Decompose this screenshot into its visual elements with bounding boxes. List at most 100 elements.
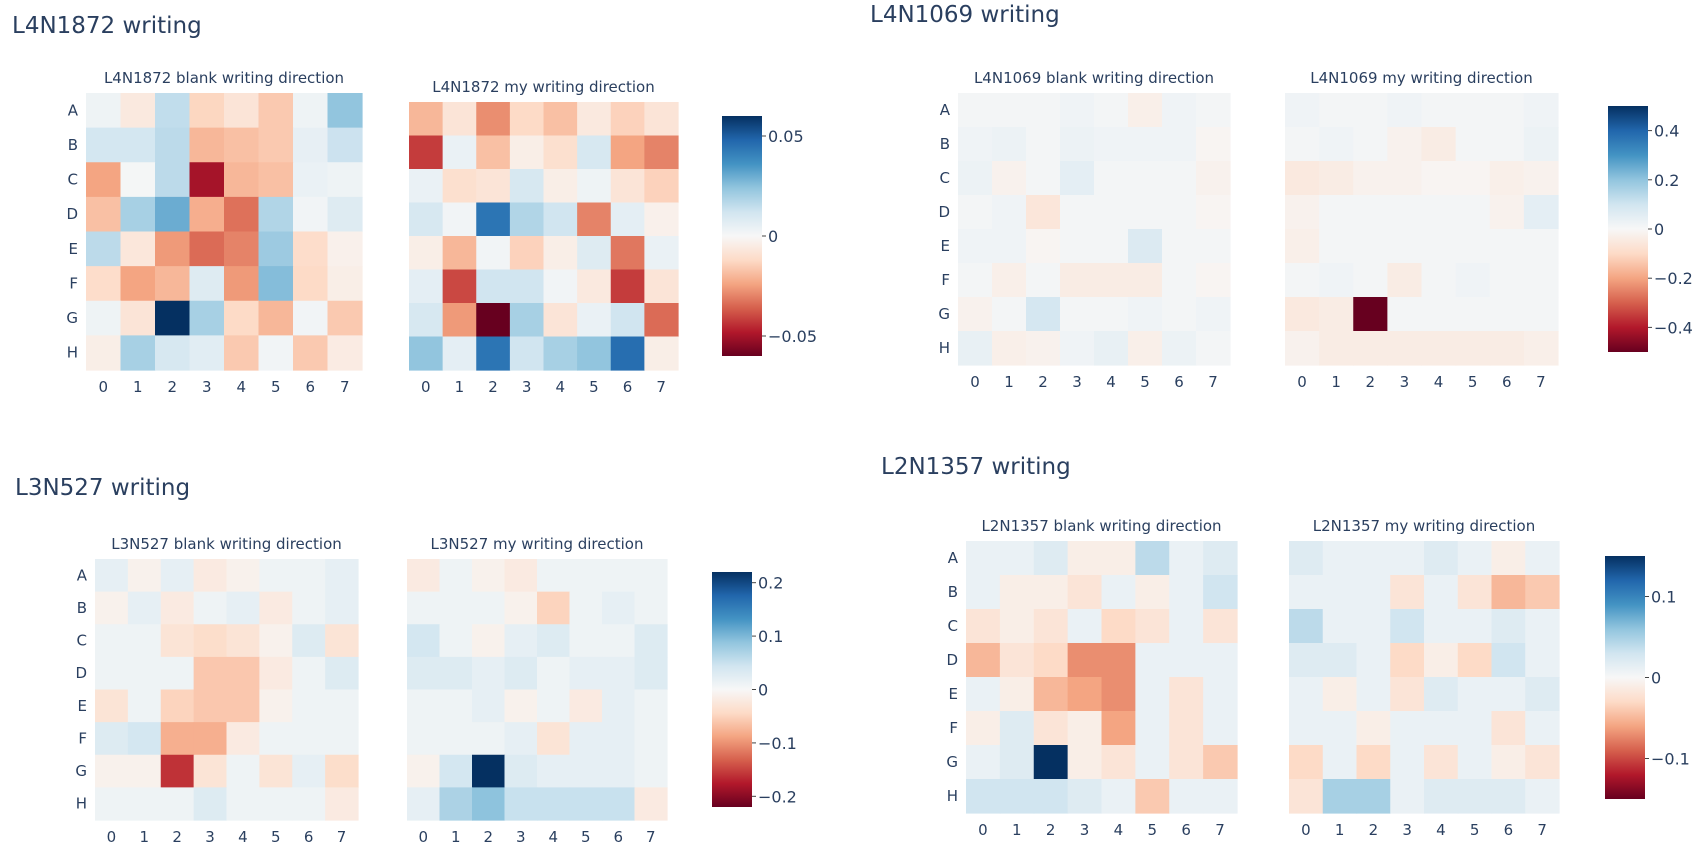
heatmap-cell-G1 [1322,745,1358,780]
heatmap-cell-A7 [1196,93,1231,128]
colorbar-tick-label: −0.1 [1651,750,1690,769]
heatmap-cell-E1 [120,231,156,267]
heatmap-cell-C1 [1319,161,1354,196]
heatmap-cell-D2 [1033,643,1069,678]
heatmap-cell-E7 [325,689,359,723]
heatmap-cell-C2 [1026,161,1061,196]
heatmap-cell-G4 [1101,745,1136,780]
heatmap-cell-E6 [1169,677,1204,712]
heatmap-cell-A6 [1491,541,1526,576]
heatmap-cell-E2 [1026,229,1061,264]
heatmap-cell-H6 [293,335,329,371]
heatmap-cell-G0 [95,754,129,788]
heatmap-cell-D2 [1356,643,1391,678]
heatmap-cell-D2 [1353,195,1388,230]
heatmap-cell-B6 [1169,575,1204,610]
heatmap-cell-F7 [634,722,668,756]
heatmap-cell-E2 [1353,229,1388,264]
row-tick-label: E [78,697,87,715]
heatmap-cell-G3 [189,300,225,336]
heatmap-cell-C5 [577,169,612,204]
heatmap-cell-F6 [1162,263,1197,298]
heatmap-cell-B1 [439,591,473,625]
row-tick-label: B [940,135,950,153]
heatmap-cell-E3 [1387,229,1423,264]
heatmap-cell-G3 [193,754,228,788]
heatmap-cell-A3 [509,102,545,137]
heatmap-cell-D3 [189,196,225,233]
heatmap-cell-C4 [1424,609,1459,644]
heatmap-cell-E4 [1101,677,1136,712]
colorbar-tick-label: −0.1 [758,734,797,753]
heatmap-cell-D4 [537,656,571,691]
heatmap-cell-C3 [1390,609,1425,644]
heatmap-cell-A5 [577,102,612,137]
heatmap-cell-A3 [1060,93,1095,128]
row-tick-label: H [76,795,87,813]
heatmap-cell-D4 [543,202,578,237]
heatmap-cell-G2 [155,300,191,336]
col-tick-label: 3 [522,378,532,396]
heatmap-cell-A1 [442,102,477,137]
heatmap-cell-F2 [1026,263,1061,298]
col-tick-label: 6 [623,378,633,396]
heatmap-cell-A0 [1285,93,1320,128]
row-tick-label: A [948,549,959,567]
heatmap-cell-G1 [127,754,162,788]
heatmap-cell-E4 [226,689,260,723]
heatmap-cell-B5 [259,591,293,625]
heatmap-cell-E2 [155,231,191,267]
row-tick-label: D [946,651,958,669]
heatmap-cell-D4 [1424,643,1459,678]
heatmap-cell-D7 [634,656,668,691]
heatmap-cell-G6 [1491,745,1526,780]
heatmap-cell-G4 [1424,745,1459,780]
panel-title: L4N1872 blank writing direction [104,69,344,87]
heatmap-cell-H6 [610,336,645,371]
heatmap-cell-A2 [1026,93,1061,128]
heatmap-cell-H6 [1162,331,1197,366]
col-tick-label: 2 [488,378,498,396]
row-tick-label: G [946,753,958,771]
heatmap-cell-E3 [193,689,228,723]
heatmap-cell-F3 [1387,263,1423,298]
heatmap-cell-F3 [504,722,538,756]
heatmap-cell-G0 [958,297,993,332]
heatmap-cell-E2 [476,236,511,271]
heatmap-cell-C6 [610,169,645,204]
heatmap-cell-E0 [86,231,122,267]
heatmap-cell-E1 [127,689,162,723]
heatmap-cell-A4 [1421,93,1457,128]
heatmap-cell-H5 [259,787,293,821]
heatmap-cell-H6 [602,787,636,821]
heatmap-cell-B4 [1424,575,1459,610]
row-tick-label: B [68,136,78,154]
row-tick-label: A [77,566,88,584]
heatmap-cell-F1 [992,263,1027,298]
heatmap-cell-C4 [1421,161,1457,196]
colorbar: 0.2 0.1 0 −0.1 −0.2 [712,572,797,807]
heatmap-cell-E4 [224,231,260,267]
heatmap-cell-D2 [160,656,195,691]
heatmap-cell-B0 [86,127,122,163]
heatmap-cell-H4 [226,787,260,821]
heatmap-cell-H2 [160,787,195,821]
heatmap-cell-H4 [224,335,260,371]
heatmap-cell-C2 [155,162,191,198]
heatmap-cell-F7 [325,722,359,756]
heatmap-cell-F1 [1319,263,1354,298]
figure-title: L4N1872 writing [12,13,202,39]
heatmap-cell-E5 [1457,677,1493,712]
col-tick-label: 6 [1174,373,1184,391]
heatmap-cell-H3 [504,787,538,821]
colorbar-tick-label: 0 [768,227,778,246]
col-tick-label: 3 [1072,373,1082,391]
heatmap-cell-H6 [292,787,326,821]
heatmap-cell-A1 [127,559,162,593]
heatmap-cell-G5 [259,754,293,788]
heatmap-cell-B2 [1026,127,1061,162]
heatmap-cell-D1 [1322,643,1358,678]
heatmap-panel-2: L2N1357 my writing direction 0 1 2 3 4 5 6 7 [1289,517,1560,839]
col-tick-label: 0 [1301,821,1311,839]
heatmap-cell-H5 [1135,779,1170,814]
